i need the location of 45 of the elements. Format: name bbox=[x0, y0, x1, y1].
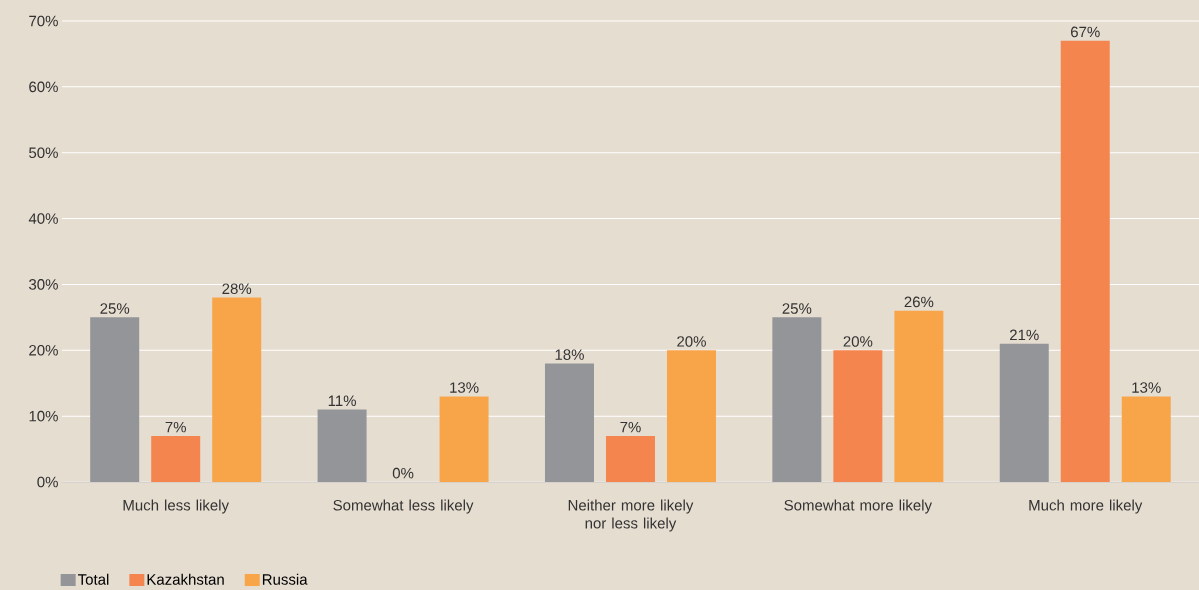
data-label: 25% bbox=[100, 303, 130, 314]
data-label: 28% bbox=[222, 283, 252, 295]
x-tick-label: Somewhat more likely bbox=[784, 499, 932, 514]
data-label: 20% bbox=[677, 336, 706, 347]
data-label: 21% bbox=[1009, 329, 1039, 341]
legend-label: Kazakhstan bbox=[147, 573, 224, 585]
data-label: 11% bbox=[328, 395, 356, 407]
bar bbox=[151, 435, 201, 482]
bar bbox=[317, 409, 367, 482]
bar bbox=[894, 310, 944, 482]
x-tick-label: Much less likely bbox=[123, 499, 229, 514]
x-tick-label: Somewhat less likely bbox=[333, 499, 474, 514]
legend-label: Total bbox=[77, 573, 109, 585]
y-tick-label: 70% bbox=[29, 15, 58, 27]
bar bbox=[772, 317, 822, 482]
bar bbox=[666, 350, 716, 482]
y-tick-label: 30% bbox=[29, 279, 58, 290]
x-tick-label: Much more likely bbox=[1029, 499, 1143, 514]
data-label: 7% bbox=[165, 421, 186, 433]
data-label: 20% bbox=[843, 336, 873, 347]
x-tick-label: Neither more likely nor less likely bbox=[568, 499, 694, 532]
data-label: 13% bbox=[450, 382, 479, 393]
data-label: 26% bbox=[904, 296, 934, 308]
bar bbox=[439, 396, 489, 482]
bar bbox=[90, 317, 140, 482]
y-tick-label: 50% bbox=[29, 147, 58, 159]
y-tick-label: 60% bbox=[29, 81, 58, 93]
bar bbox=[833, 350, 883, 482]
data-label: 0% bbox=[392, 467, 414, 479]
y-tick-label: 20% bbox=[29, 344, 58, 356]
data-label: 67% bbox=[1071, 26, 1100, 38]
legend-label: Russia bbox=[262, 573, 308, 585]
data-label: 7% bbox=[620, 421, 641, 433]
data-label: 25% bbox=[782, 303, 812, 314]
y-tick-label: 40% bbox=[28, 213, 58, 224]
data-label: 18% bbox=[555, 349, 584, 360]
bar bbox=[1121, 396, 1171, 482]
bar bbox=[999, 343, 1049, 482]
bar bbox=[544, 363, 594, 482]
data-label: 13% bbox=[1132, 382, 1161, 393]
bar bbox=[605, 435, 655, 482]
y-tick-label: 0% bbox=[37, 476, 58, 488]
bar bbox=[1060, 40, 1110, 482]
y-tick-label: 10% bbox=[29, 410, 58, 422]
bar bbox=[212, 297, 262, 482]
